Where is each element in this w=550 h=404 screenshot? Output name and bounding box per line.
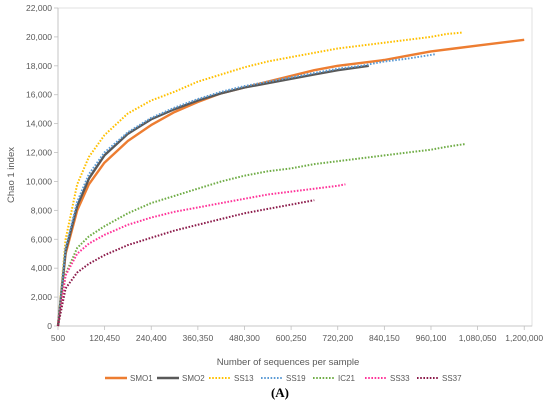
x-tick-label: 600,250 [276,333,307,343]
series-layer [56,31,525,327]
y-tick-label: 16,000 [26,90,52,100]
y-tick-label: 12,000 [26,148,52,158]
series-line-smo2 [56,64,369,327]
x-tick-label: 960,100 [416,333,447,343]
y-tick-label: 4,000 [31,263,53,273]
panel-label: (A) [271,385,289,400]
y-tick-label: 2,000 [31,292,53,302]
legend-label: SS37 [442,374,462,383]
series-line-ss37 [57,199,315,327]
x-tick-label: 240,400 [136,333,167,343]
legend-label: SMO2 [182,374,205,383]
legend-label: SMO1 [130,374,153,383]
x-tick-label: 720,200 [322,333,353,343]
legend-item-ic21: IC21 [313,374,355,383]
y-tick-label: 0 [47,321,52,331]
y-tick-label: 18,000 [26,61,52,71]
series-line-ic21 [57,142,467,327]
legend: SMO1 SMO2 SS13 SS19 IC21 SS33 SS37 [105,374,462,383]
legend-item-smo1: SMO1 [105,374,153,383]
series-line-smo1 [56,38,525,327]
legend-label: IC21 [338,374,355,383]
legend-label: SS13 [234,374,254,383]
legend-label: SS33 [390,374,410,383]
y-tick-label: 20,000 [26,32,52,42]
x-tick-label: 1,200,000 [505,333,543,343]
series-line-ss19 [57,53,435,327]
x-tick-label: 500 [51,333,65,343]
legend-item-ss13: SS13 [209,374,254,383]
y-tick-label: 22,000 [26,3,52,13]
x-tick-label: 480,300 [229,333,260,343]
x-tick-label: 120,450 [89,333,120,343]
legend-item-ss19: SS19 [261,374,306,383]
series-line-ss33 [57,183,346,327]
y-tick-label: 14,000 [26,119,52,129]
y-tick-label: 8,000 [31,205,53,215]
x-axis: 500 120,450 240,400 360,350 480,300 600,250 72… [51,325,543,343]
legend-item-smo2: SMO2 [157,374,205,383]
x-axis-title: Number of sequences per sample [217,357,360,368]
x-tick-label: 1,080,050 [459,333,497,343]
y-tick-label: 6,000 [31,234,53,244]
y-tick-label: 10,000 [26,176,52,186]
y-axis: 0 2,000 4,000 6,000 8,000 10,000 12,000 14,000 1… [26,3,59,331]
y-axis-title: Chao 1 index [6,147,17,203]
legend-label: SS19 [286,374,306,383]
legend-item-ss33: SS33 [365,374,410,383]
legend-item-ss37: SS37 [417,374,462,383]
series-line-ss13 [57,31,463,327]
x-tick-label: 840,150 [369,333,400,343]
x-tick-label: 360,350 [183,333,214,343]
